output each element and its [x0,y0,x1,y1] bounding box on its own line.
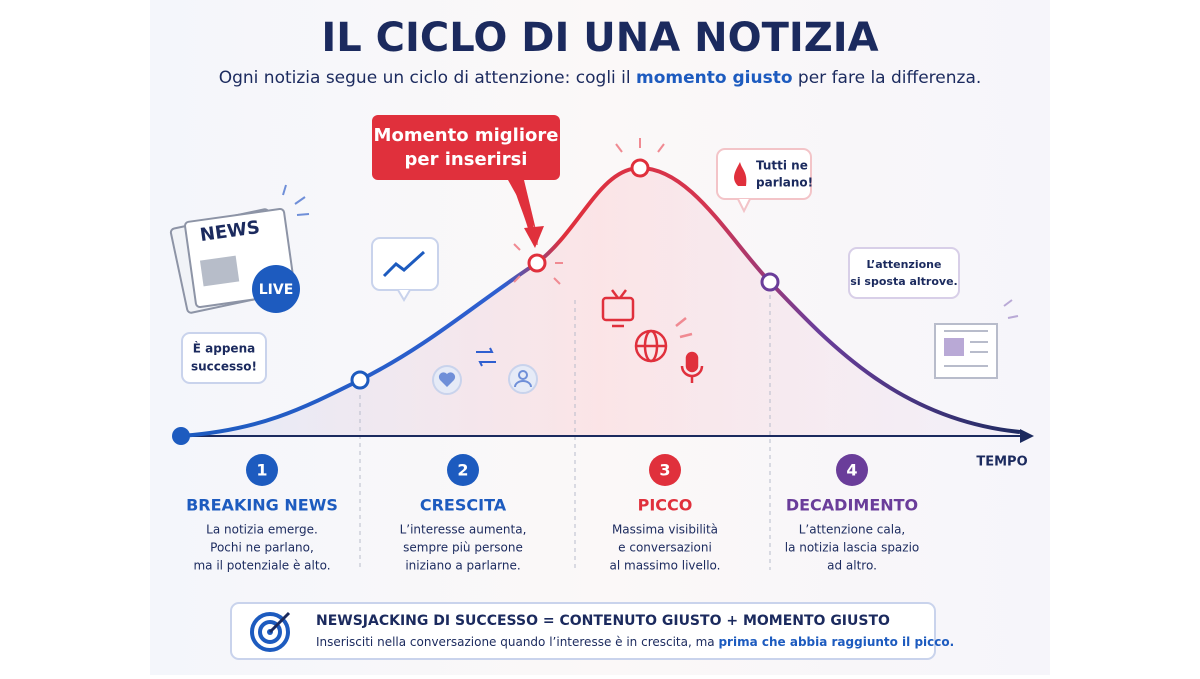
phase-number: 1 [256,461,267,480]
phase-description: ad altro. [827,559,877,573]
phase-badge [447,454,479,486]
footer-highlight: prima che abbia raggiunto il picco. [718,635,954,649]
footer-heading: NEWSJACKING DI SUCCESSO = CONTENUTO GIUS… [316,613,890,629]
curve-point [630,158,650,178]
axis-arrow [1020,429,1034,443]
speech-bubble [181,332,267,384]
subtitle-text: per fare la differenza. [793,68,982,88]
phase-dividers [359,295,771,570]
target-icon [250,611,291,652]
bubble-tail [737,198,751,214]
curve-point [527,253,547,273]
curve-point [760,272,780,292]
footer-box [230,602,936,660]
axis-label: TEMPO [976,455,1027,470]
phase-description: Pochi ne parlano, [210,541,314,555]
phase-title: DECADIMENTO [786,496,918,515]
burst [513,138,665,285]
phase-title: PICCO [638,496,693,515]
fire-icon [734,162,747,186]
footer-body: Inserisciti nella conversazione quando l… [316,635,718,649]
phase-description: L’attenzione cala, [799,523,905,537]
media-icons [601,289,704,383]
newspaper-icon: NEWS LIVE [169,184,310,314]
attention-area [181,168,1020,436]
curve-start [172,427,190,445]
callout-text: per inserirsi [405,149,528,170]
curve-point [350,370,370,390]
phase-description: al massimo livello. [610,559,721,573]
phase-title: BREAKING NEWS [186,496,338,515]
social-icons [432,347,538,395]
subtitle: Ogni notizia segue un ciclo di attenzion… [219,68,982,88]
phase-description: la notizia lascia spazio [785,541,920,555]
bubble-text: successo! [191,360,257,374]
live-label: LIVE [259,282,294,298]
phase-description: La notizia emerge. [206,523,318,537]
subtitle-text: Ogni notizia segue un ciclo di attenzion… [219,68,636,88]
phase-title: CRESCITA [420,496,507,515]
phase-description: L’interesse aumenta, [400,523,527,537]
phase-number: 4 [846,461,857,480]
phases: 1 BREAKING NEWS La notizia emerge. Pochi ne… [186,454,919,573]
phase-description: sempre più persone [403,541,523,555]
bubble-text: Tutti ne [756,159,808,173]
callout-box [372,115,560,180]
callout-arrowhead [524,226,544,248]
bubble-text: È appena [193,341,255,356]
phase-description: ma il potenziale è alto. [193,559,330,573]
document-icon [934,299,1019,379]
phase-description: Massima visibilità [612,523,718,537]
bubble-text: parlano! [756,176,813,190]
attention-curve [180,165,1021,438]
phase-badge [246,454,278,486]
subtitle-highlight: momento giusto [636,68,793,88]
phase-number: 2 [457,461,468,480]
footer-text: Inserisciti nella conversazione quando l… [316,635,954,649]
phase-description: e conversazioni [618,541,712,555]
bubble-text: L’attenzione [867,258,942,271]
callout-text: Momento migliore [374,125,559,146]
phase-number: 3 [659,461,670,480]
title: IL CICLO DI UNA NOTIZIA [321,15,878,61]
speech-bubble [716,148,812,200]
speech-bubble [848,247,960,299]
phase-badge [836,454,868,486]
phase-badge [649,454,681,486]
bubble-text: si sposta altrove. [850,275,957,288]
growth-icon [371,237,439,302]
phase-description: iniziano a parlarne. [405,559,520,573]
